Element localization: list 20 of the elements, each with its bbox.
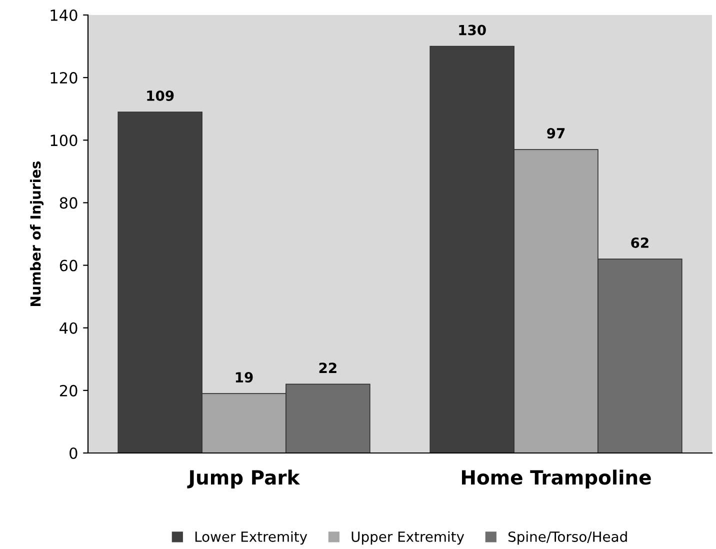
legend-label: Lower Extremity xyxy=(195,531,308,545)
data-label: 62 xyxy=(631,238,648,248)
data-label: 109 xyxy=(147,90,174,101)
data-label: 130 xyxy=(459,24,486,36)
x-tick-label: Jump Park xyxy=(187,470,300,488)
legend-label: Upper Extremity xyxy=(352,531,464,545)
legend-label: Spine/Torso/Head xyxy=(508,531,627,545)
y-tick-label: 0 xyxy=(70,447,78,460)
y-tick-label: 100 xyxy=(50,134,78,146)
data-label: 22 xyxy=(319,362,336,373)
x-tick-label: Home Trampoline xyxy=(462,470,651,488)
y-tick-label: 20 xyxy=(60,384,78,396)
data-label: 97 xyxy=(547,128,565,139)
y-tick-label: 40 xyxy=(60,322,78,334)
y-tick-label: 120 xyxy=(50,72,78,84)
y-axis-title: Number of Injuries xyxy=(30,161,44,306)
y-tick-label: 60 xyxy=(60,260,78,272)
data-label: 19 xyxy=(236,372,253,383)
y-tick-label: 140 xyxy=(50,9,78,22)
y-tick-label: 80 xyxy=(60,197,78,209)
